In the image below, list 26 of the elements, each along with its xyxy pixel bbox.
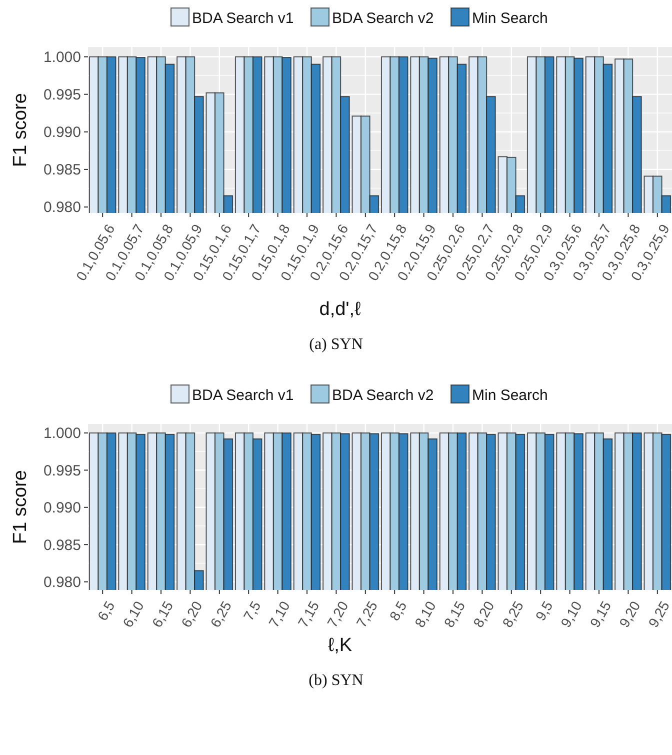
legend-label: BDA Search v1 bbox=[192, 387, 294, 404]
y-tick-label: 0.995 bbox=[43, 462, 81, 480]
x-tick-label: 8,5 bbox=[386, 598, 410, 624]
y-tick-label: 0.985 bbox=[43, 162, 81, 179]
x-tick-label: 7,5 bbox=[240, 598, 264, 624]
legend-label: BDA Search v2 bbox=[332, 10, 434, 27]
legend-label: BDA Search v2 bbox=[332, 387, 434, 404]
text: (b) SYN bbox=[308, 672, 364, 690]
y-tick-label: 0.985 bbox=[43, 536, 81, 554]
y-tick-label: 0.990 bbox=[43, 500, 81, 517]
x-tick-label: 9,5 bbox=[532, 598, 556, 624]
y-tick-label: 0.980 bbox=[43, 574, 81, 592]
legend-label: BDA Search v1 bbox=[192, 10, 294, 27]
x-tick-label: 6,5 bbox=[94, 598, 118, 624]
y-tick-label: 1.000 bbox=[43, 49, 81, 66]
x-axis-title: ℓ,K bbox=[328, 635, 352, 656]
text: (a) SYN bbox=[309, 336, 364, 353]
legend-label: Min Search bbox=[472, 10, 548, 27]
y-tick-label: 1.000 bbox=[43, 425, 81, 442]
y-axis-title: F1 score bbox=[10, 470, 31, 544]
x-axis-title: d,d',ℓ bbox=[319, 299, 361, 320]
y-tick-label: 0.990 bbox=[43, 124, 81, 142]
y-axis-title: F1 score bbox=[10, 93, 31, 167]
y-tick-label: 0.995 bbox=[43, 86, 81, 104]
legend-label: Min Search bbox=[472, 387, 548, 404]
y-tick-label: 0.980 bbox=[43, 199, 81, 216]
